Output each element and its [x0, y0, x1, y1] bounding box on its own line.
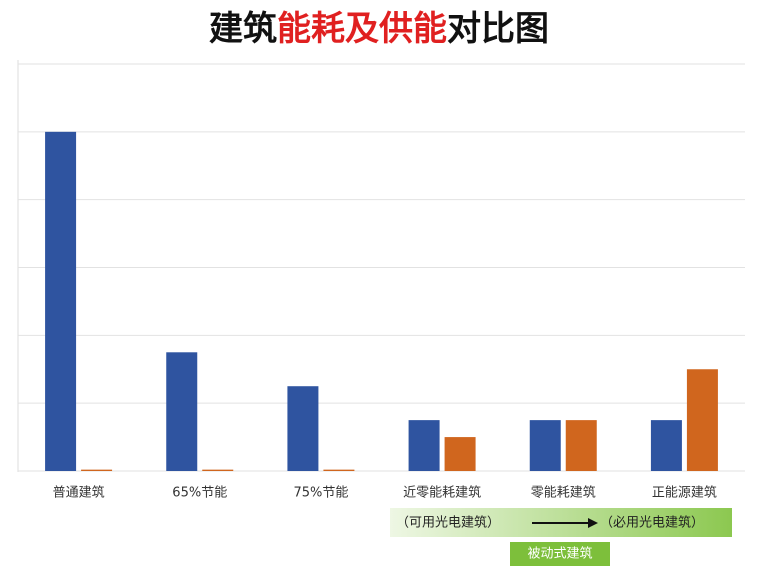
bar: [444, 437, 476, 471]
title-part: 建筑: [209, 9, 277, 49]
bar: [166, 352, 198, 471]
annotation-box: [510, 542, 610, 566]
bar: [650, 420, 682, 471]
bar: [287, 386, 319, 471]
x-tick-label: 75%节能: [293, 486, 348, 501]
x-tick-label: 普通建筑: [53, 485, 105, 501]
x-tick-label: 65%节能: [172, 486, 227, 501]
annotation-right: （必用光电建筑）: [600, 515, 704, 531]
bar: [81, 469, 113, 471]
annotation-left: （可用光电建筑）: [396, 515, 500, 531]
bar: [408, 420, 440, 471]
x-tick-label: 零能耗建筑: [531, 485, 596, 501]
title-part: 能耗及供能: [277, 9, 447, 49]
bar: [45, 131, 77, 472]
annotation-bottom: 被动式建筑: [527, 546, 592, 562]
bar: [529, 420, 561, 471]
bar: [202, 469, 234, 471]
bar: [686, 369, 718, 471]
arrow-head: [588, 518, 598, 528]
chart-title: 建筑能耗及供能对比图: [209, 9, 549, 49]
x-tick-label: 近零能耗建筑: [403, 485, 481, 501]
bar: [323, 469, 355, 471]
bar: [565, 420, 597, 471]
title-part: 对比图: [447, 9, 549, 49]
x-tick-label: 正能源建筑: [652, 485, 717, 501]
